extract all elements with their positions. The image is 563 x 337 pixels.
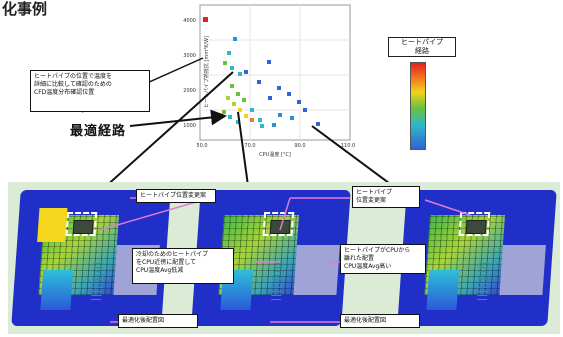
point: [257, 80, 261, 84]
callout-optimized-layout-2: 最適化後配置図: [340, 314, 420, 328]
point: [236, 120, 240, 124]
x-tick-110: 110.0: [341, 143, 355, 149]
point: [297, 100, 301, 104]
callout-optimized-layout-1: 最適化後配置図: [118, 314, 198, 328]
x-tick-90: 90.0: [294, 143, 305, 149]
point: [250, 108, 254, 112]
point: [236, 92, 240, 96]
callout-near-cpu: 冷却のためのヒートパイプ をCPU近傍に配置して CPU温度Avg低減: [132, 248, 234, 284]
x-tick-70: 70.0: [244, 143, 255, 149]
point: [203, 17, 208, 22]
point: [268, 96, 272, 100]
point: [228, 115, 232, 119]
callout-far-cpu: ヒートパイプがCPUから 離れた配置 CPU温度Avg高い: [340, 244, 426, 274]
x-tick-50: 50.0: [196, 143, 207, 149]
page-title: 化事例: [2, 0, 48, 18]
scatter-points: [203, 17, 320, 128]
optimal-label: 最適経路: [70, 124, 127, 139]
top-note: ヒートパイプの位置で温度を 詳細に比較して確認のための CFD温度分布確認位置: [30, 70, 150, 112]
point: [290, 116, 294, 120]
point: [230, 66, 234, 70]
point: [230, 84, 234, 88]
point: [287, 92, 291, 96]
point: [258, 118, 262, 122]
y-tick-4000: 4000: [183, 18, 196, 24]
legend-title: ヒートパイプ 経路: [388, 37, 456, 57]
point: [272, 123, 276, 127]
x-axis-label: CPU温度 [°C]: [259, 151, 291, 158]
point: [267, 60, 271, 64]
point: [238, 72, 242, 76]
point: [227, 51, 231, 55]
point: [244, 70, 248, 74]
point: [244, 114, 248, 118]
point: [303, 108, 307, 112]
point: [223, 61, 227, 65]
point: [242, 98, 246, 102]
point: [277, 86, 281, 90]
y-tick-2000: 2000: [183, 88, 196, 94]
point: [278, 113, 282, 117]
color-scale-bar: [410, 62, 426, 150]
y-axis-label: ヒートパイプ熱抵抗 [mm²K/W]: [203, 36, 210, 108]
point: [316, 122, 320, 126]
point: [250, 118, 254, 122]
point: [232, 102, 236, 106]
y-tick-1000: 1000: [183, 123, 196, 129]
point: [226, 96, 230, 100]
callout-position-change-2: ヒートパイプ 位置変更案: [352, 186, 420, 208]
callout-position-change-1: ヒートパイプ位置変更案: [136, 189, 216, 203]
point: [238, 108, 242, 112]
y-tick-3000: 3000: [183, 53, 196, 59]
point: [233, 37, 237, 41]
point: [260, 124, 264, 128]
